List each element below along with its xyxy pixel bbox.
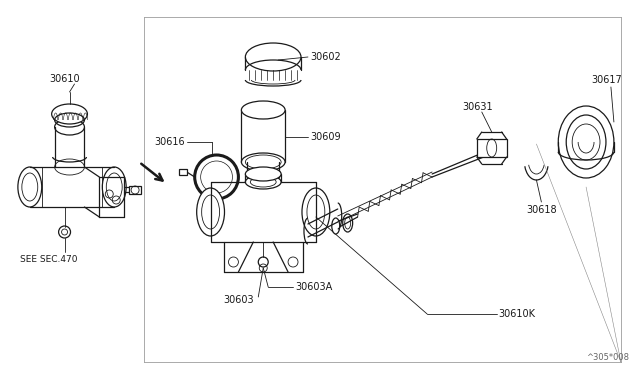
- Ellipse shape: [245, 167, 281, 181]
- Text: 30610K: 30610K: [499, 309, 536, 319]
- Text: 30609: 30609: [310, 132, 340, 142]
- Text: 30602: 30602: [310, 52, 340, 62]
- Bar: [129, 186, 141, 194]
- Text: 30631: 30631: [462, 102, 493, 112]
- Ellipse shape: [241, 101, 285, 119]
- Text: 30603A: 30603A: [295, 282, 332, 292]
- Text: 30610: 30610: [50, 74, 80, 84]
- Text: SEE SEC.470: SEE SEC.470: [20, 256, 77, 264]
- Ellipse shape: [332, 218, 340, 234]
- Text: 30617: 30617: [591, 75, 622, 85]
- Bar: [179, 169, 187, 175]
- Text: 30616: 30616: [154, 137, 184, 147]
- Bar: [477, 139, 507, 157]
- Ellipse shape: [245, 43, 301, 71]
- Ellipse shape: [558, 106, 614, 178]
- Text: 30618: 30618: [527, 205, 557, 215]
- Text: 30603: 30603: [223, 295, 254, 305]
- Ellipse shape: [247, 170, 279, 184]
- Ellipse shape: [245, 175, 281, 189]
- Ellipse shape: [302, 188, 330, 236]
- Text: ^305*008: ^305*008: [586, 353, 629, 362]
- Ellipse shape: [52, 104, 88, 124]
- Ellipse shape: [196, 188, 225, 236]
